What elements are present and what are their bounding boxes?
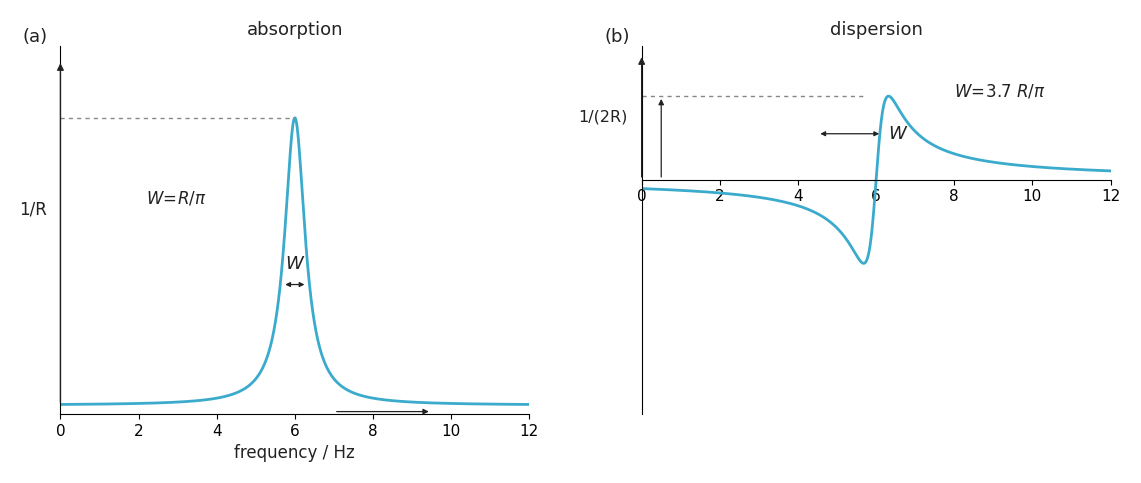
Text: (a): (a)	[23, 28, 48, 45]
Text: (b): (b)	[605, 28, 630, 45]
Text: $W\!=\!R/\pi$: $W\!=\!R/\pi$	[146, 189, 208, 207]
Text: $W\!=\!3.7\ R/\pi$: $W\!=\!3.7\ R/\pi$	[954, 83, 1045, 101]
X-axis label: frequency / Hz: frequency / Hz	[235, 444, 355, 462]
Text: $W$: $W$	[888, 125, 908, 143]
Text: 1/R: 1/R	[19, 201, 47, 219]
Text: 1/(2R): 1/(2R)	[578, 110, 628, 125]
Title: absorption: absorption	[246, 21, 343, 39]
Text: $W$: $W$	[285, 255, 305, 273]
Title: dispersion: dispersion	[830, 21, 923, 39]
